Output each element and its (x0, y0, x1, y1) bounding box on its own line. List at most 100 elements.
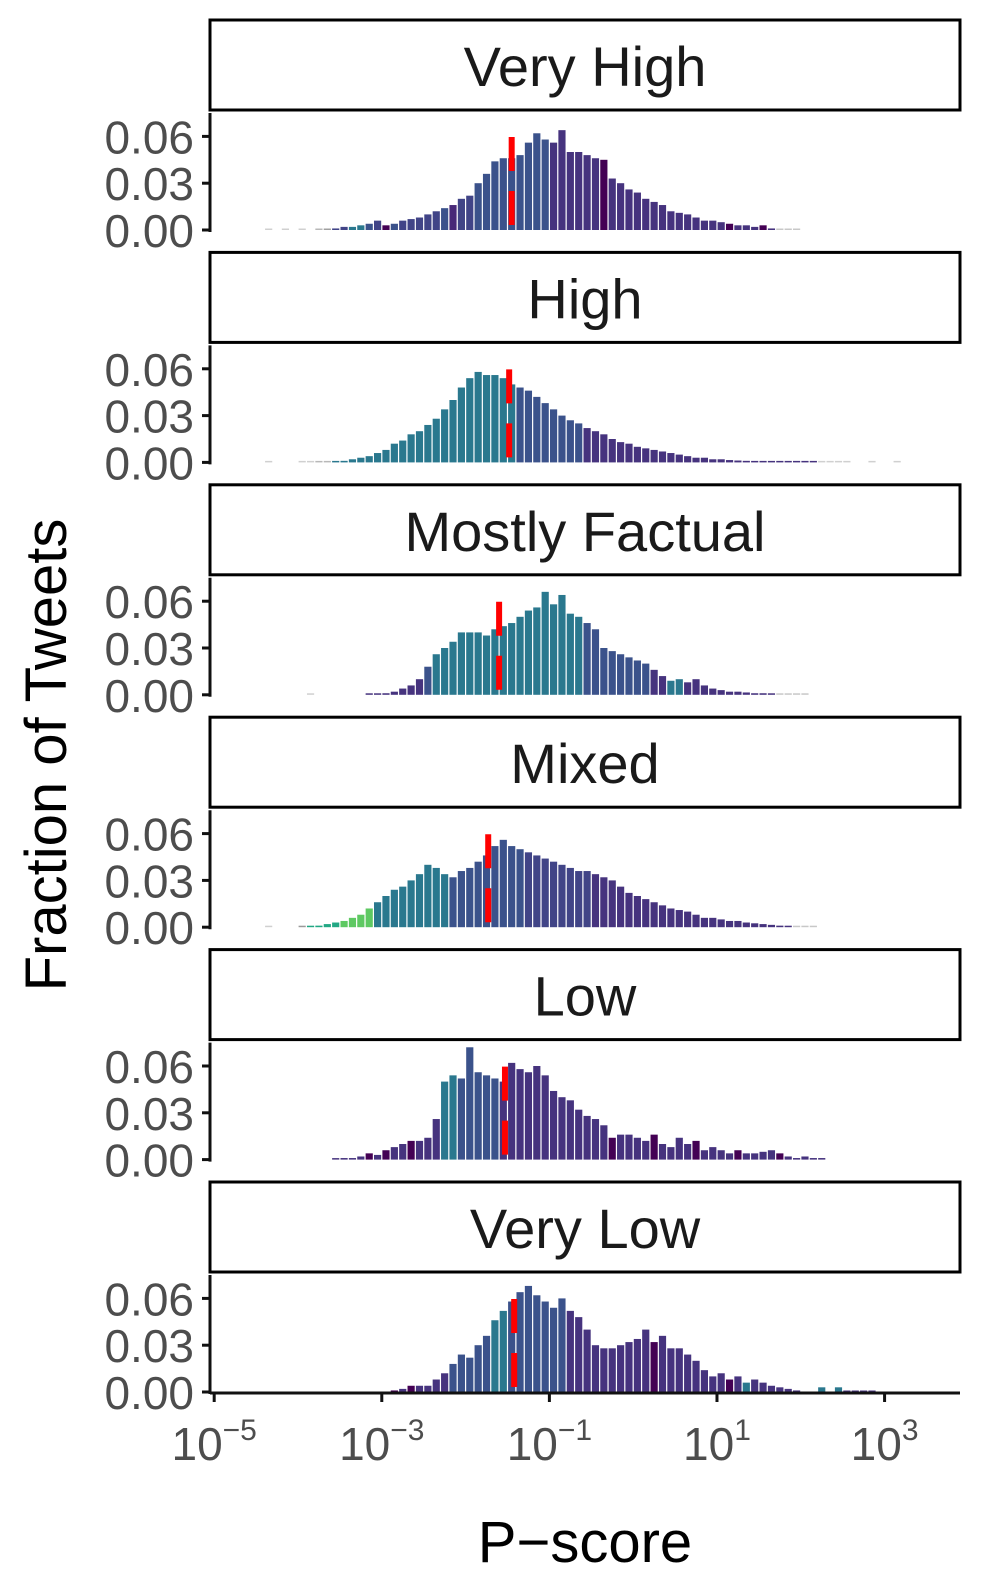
histogram-bar (608, 178, 616, 230)
histogram-bar (600, 434, 608, 463)
histogram-bar (491, 846, 499, 928)
histogram-bar (533, 133, 541, 230)
histogram-bar (390, 691, 398, 695)
y-tick-label: 0.00 (104, 1135, 194, 1187)
histogram-bar (591, 874, 600, 928)
histogram-bar (684, 214, 692, 230)
histogram-bar (675, 212, 683, 230)
histogram-bar (558, 1298, 566, 1392)
histogram-bar (667, 908, 675, 928)
histogram-bar (658, 1144, 667, 1160)
histogram-bar (633, 446, 641, 463)
histogram-bar (767, 693, 776, 695)
histogram-bar (801, 925, 809, 928)
histogram-bar (407, 685, 415, 695)
histogram-bar (658, 1335, 667, 1392)
histogram-bar (432, 418, 440, 463)
facet-strip (208, 1180, 962, 1274)
histogram-bar (399, 688, 407, 695)
histogram-bar (566, 867, 574, 928)
histogram-bar (767, 460, 776, 463)
histogram-bar (491, 1078, 499, 1160)
y-tick-label: 0.03 (104, 158, 194, 210)
histogram-bar (684, 456, 692, 463)
histogram-bar (332, 460, 340, 463)
histogram-bar (868, 1390, 876, 1392)
facet-strip (208, 483, 962, 577)
histogram-bar (449, 877, 457, 928)
histogram-bar (608, 1348, 616, 1392)
x-tick-label: 103 (851, 1414, 919, 1470)
histogram-bar (633, 1137, 641, 1160)
facet-panel: Very High 0.000.030.06 (104, 18, 962, 257)
histogram-bar (390, 1147, 398, 1160)
histogram-bar (382, 896, 390, 928)
histogram-bar (482, 375, 491, 463)
histogram-bar (776, 925, 784, 928)
y-tick-label: 0.06 (104, 576, 194, 628)
histogram-bar (600, 1125, 608, 1160)
histogram-bar (407, 219, 415, 230)
histogram-bar (374, 220, 382, 230)
histogram-bar (482, 1075, 491, 1160)
histogram-bar (725, 1379, 734, 1392)
histogram-bar (717, 222, 725, 230)
histogram-bar (776, 460, 784, 463)
x-axis-ticks: 10−5 10−3 10−1 101 103 (171, 1393, 919, 1470)
histogram-bar (466, 1047, 474, 1160)
histogram-bar (541, 591, 549, 695)
histogram-bar (692, 457, 700, 463)
histogram-bar (759, 460, 767, 463)
histogram-bar (424, 1385, 432, 1392)
histogram-bar (415, 679, 424, 695)
histogram-bar (558, 1097, 566, 1160)
histogram-bar (466, 378, 474, 463)
histogram-bar (516, 1069, 524, 1160)
histogram-bars (306, 591, 809, 695)
histogram-bar (323, 228, 331, 230)
histogram-bar (424, 1137, 432, 1160)
histogram-bar (658, 905, 667, 928)
facet-panel: High 0.000.030.06 (104, 250, 962, 489)
histogram-bar (407, 434, 415, 463)
histogram-bar (575, 871, 583, 928)
histogram-bar (717, 690, 725, 695)
facet-strip-label: Mostly Factual (405, 500, 766, 563)
histogram-bar (809, 925, 817, 928)
histogram-bar (667, 1147, 675, 1160)
histogram-bar (348, 226, 357, 230)
histogram-bar (767, 1150, 776, 1160)
histogram-bar (432, 1119, 440, 1160)
facet-panel: Mixed 0.000.030.06 (104, 715, 962, 954)
histogram-bar (399, 886, 407, 928)
histogram-bar (474, 632, 482, 695)
histogram-bar (457, 1354, 465, 1392)
histogram-bar (583, 623, 591, 695)
y-tick-label: 0.00 (104, 205, 194, 257)
histogram-bar (524, 852, 533, 928)
histogram-bar (700, 220, 709, 230)
histogram-bar (818, 1387, 826, 1392)
histogram-bar (407, 1140, 415, 1160)
histogram-bar (575, 1109, 583, 1160)
histogram-bar (650, 449, 658, 463)
histogram-bar (306, 925, 315, 928)
histogram-bar (717, 1150, 725, 1160)
histogram-bar (625, 892, 633, 928)
histogram-bar (482, 173, 491, 230)
histogram-bar (541, 858, 549, 928)
facet-strip-label: Very High (464, 35, 707, 98)
histogram-bar (692, 217, 700, 230)
histogram-bar (499, 158, 507, 230)
histogram-bar (801, 460, 809, 463)
histogram-bar (700, 1150, 709, 1160)
histogram-bar (667, 680, 675, 695)
histogram-bar (315, 925, 323, 928)
histogram-bar (441, 409, 449, 463)
histogram-bar (566, 1100, 574, 1160)
histogram-bar (516, 616, 524, 695)
histogram-bar (801, 693, 809, 695)
histogram-bar (516, 849, 524, 928)
facet-panel: Very Low 0.000.030.06 (104, 1180, 962, 1419)
histogram-bar (667, 1348, 675, 1392)
